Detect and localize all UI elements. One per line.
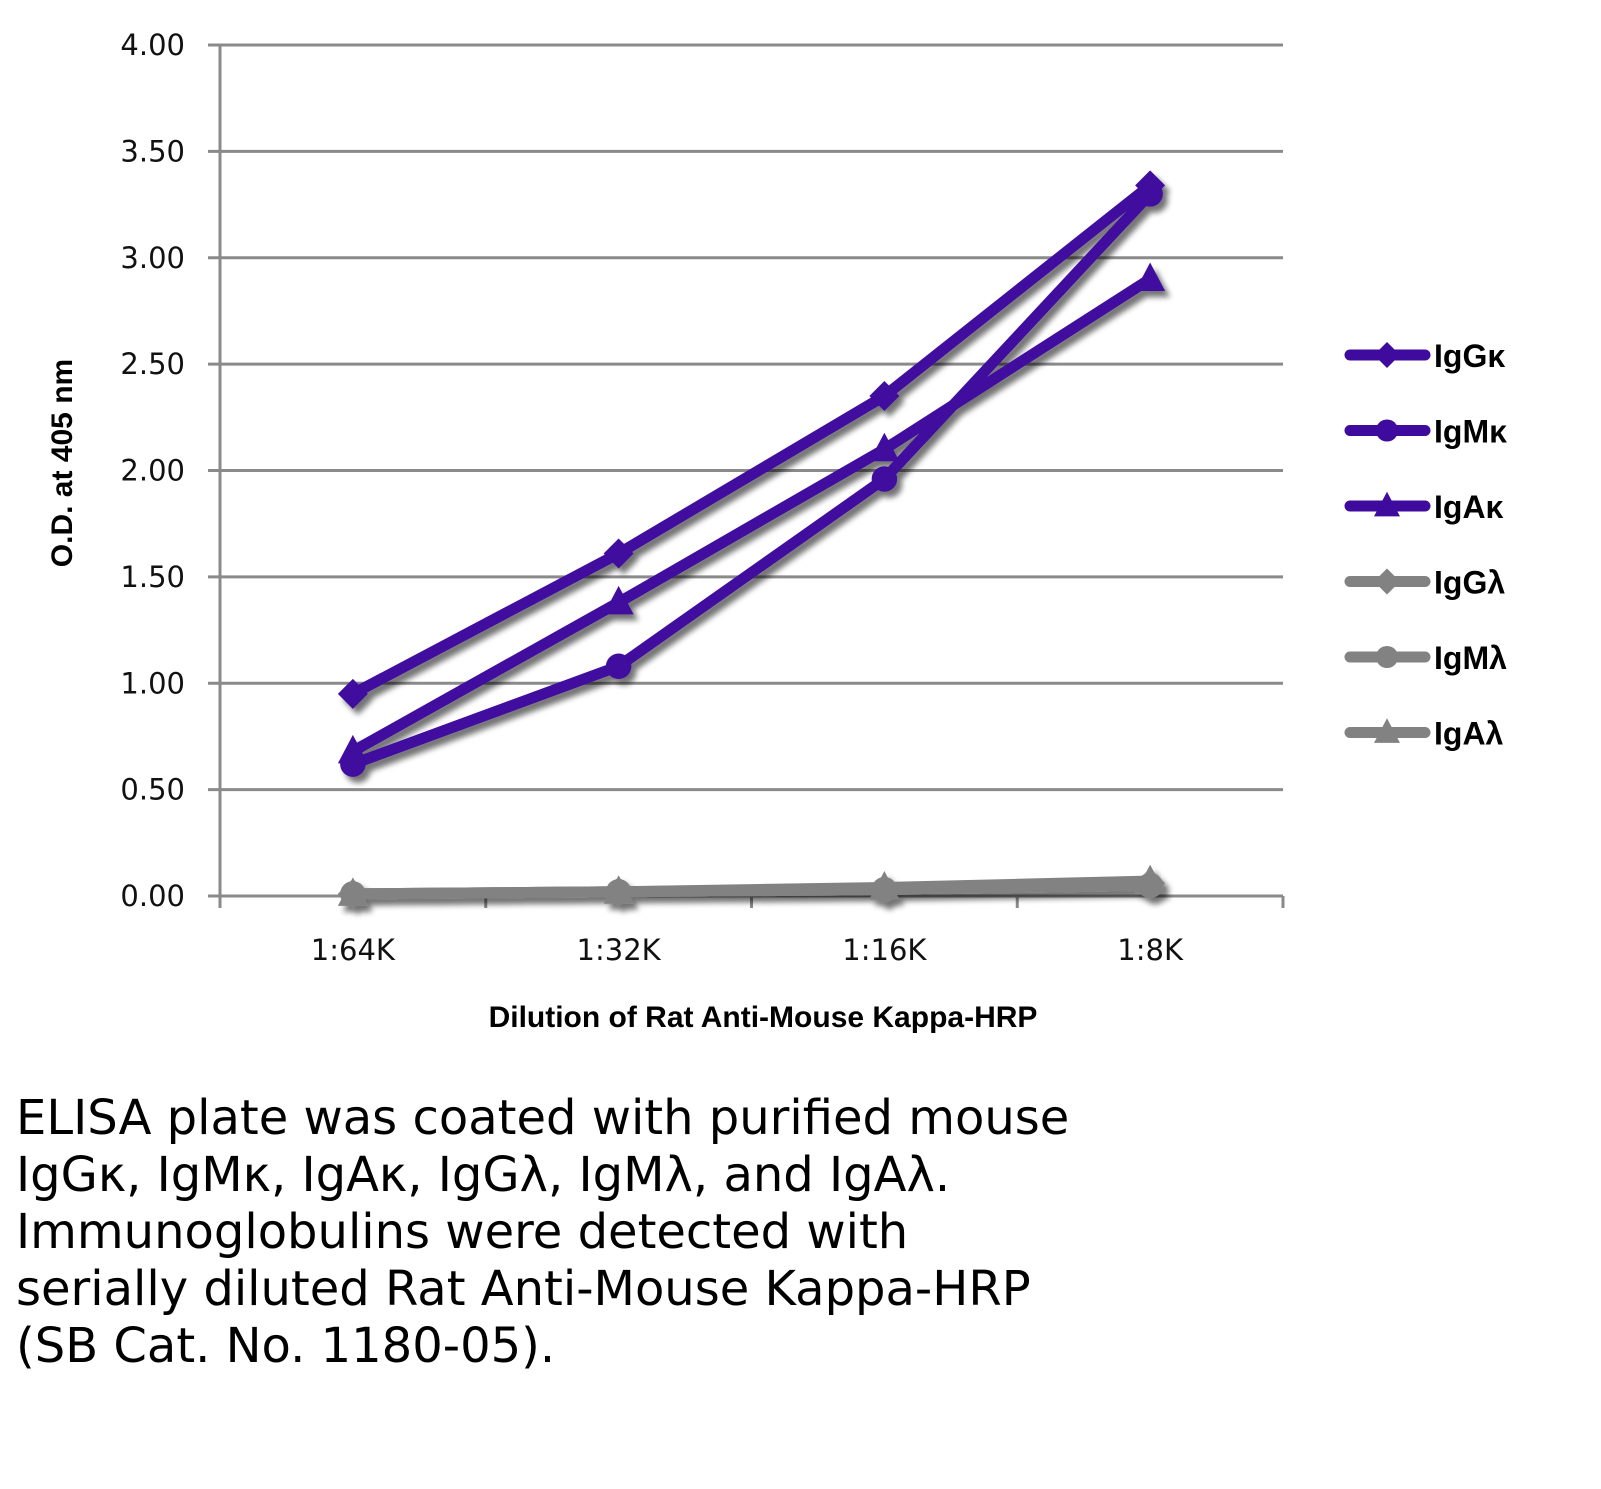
y-tick-label: 2.00 (120, 454, 185, 488)
data-point (605, 653, 632, 679)
x-axis-title: Dilution of Rat Anti-Mouse Kappa-HRP (489, 1001, 1038, 1034)
legend-item: IgMλ (1344, 640, 1507, 676)
series-line (347, 273, 1156, 757)
series-IgGκ (337, 170, 1166, 709)
series-line (347, 877, 1156, 900)
data-point (337, 878, 368, 909)
legend-item: IgMκ (1344, 414, 1507, 450)
data-series (337, 170, 1166, 909)
legend-label: IgGλ (1434, 565, 1505, 601)
data-point (603, 585, 634, 615)
series-IgAκ (337, 262, 1166, 764)
y-axis-title: O.D. at 405 nm (46, 359, 79, 567)
legend: IgGκ IgMκ IgAκ IgGλ IgMλ IgAλ (1344, 338, 1507, 752)
data-point (869, 381, 900, 412)
y-tick-label: 1.50 (120, 560, 185, 594)
series-IgGλ (337, 868, 1166, 909)
legend-marker-circle-icon (1375, 419, 1399, 442)
data-point (1135, 170, 1166, 201)
x-tick-label: 1:64K (311, 933, 396, 967)
x-tick-labels: 1:64K 1:32K 1:16K 1:8K (311, 933, 1184, 967)
data-point (603, 538, 634, 569)
legend-label: IgGκ (1434, 338, 1505, 374)
x-tick-label: 1:16K (842, 933, 927, 967)
legend-marker-diamond-icon (1374, 568, 1400, 595)
caption-line: ELISA plate was coated with purified mou… (16, 1090, 1070, 1146)
x-tick-label: 1:8K (1117, 933, 1184, 967)
elisa-line-chart: 0.00 0.50 1.00 1.50 2.00 2.50 3.00 3.50 4.00 1:6… (46, 28, 1507, 1034)
data-point (1135, 868, 1166, 899)
legend-item: IgGλ (1344, 565, 1505, 601)
legend-marker-diamond-icon (1374, 342, 1400, 368)
legend-item: IgAκ (1344, 489, 1504, 525)
y-tick-label: 1.00 (120, 666, 185, 700)
legend-label: IgAλ (1434, 716, 1504, 752)
caption-line: IgGκ, IgMκ, IgAκ, IgGλ, IgMλ, and IgAλ. (16, 1147, 951, 1203)
legend-marker-triangle-icon (1374, 718, 1400, 743)
y-tick-label: 0.50 (120, 773, 185, 807)
legend-label: IgMλ (1434, 640, 1507, 676)
data-point (869, 432, 900, 462)
data-point (337, 678, 368, 709)
y-tick-label: 2.50 (120, 347, 185, 381)
figure-caption: ELISA plate was coated with purified mou… (16, 1090, 1316, 1375)
x-tick-label: 1:32K (577, 933, 662, 967)
legend-label: IgMκ (1434, 414, 1507, 450)
series-line (347, 188, 1156, 770)
caption-line: Immunoglobulins were detected with (16, 1204, 909, 1260)
y-tick-label: 3.50 (120, 134, 185, 168)
data-point (1135, 262, 1166, 292)
caption-line: (SB Cat. No. 1180-05). (16, 1318, 556, 1374)
y-tick-labels: 0.00 0.50 1.00 1.50 2.00 2.50 3.00 3.50 4.00 (120, 28, 185, 913)
series-line (347, 179, 1156, 700)
y-tick-label: 4.00 (120, 28, 185, 62)
legend-marker-triangle-icon (1374, 491, 1400, 517)
legend-item: IgGκ (1344, 338, 1505, 374)
data-point (340, 751, 366, 777)
legend-label: IgAκ (1434, 489, 1504, 525)
legend-item: IgAλ (1344, 716, 1504, 752)
y-tick-label: 3.00 (120, 241, 185, 275)
data-point (603, 876, 634, 907)
data-point (869, 874, 900, 905)
legend-marker-circle-icon (1375, 645, 1399, 669)
y-tick-label: 0.00 (120, 879, 185, 913)
caption-line: serially diluted Rat Anti-Mouse Kappa-HR… (16, 1261, 1031, 1317)
data-point (871, 466, 898, 492)
